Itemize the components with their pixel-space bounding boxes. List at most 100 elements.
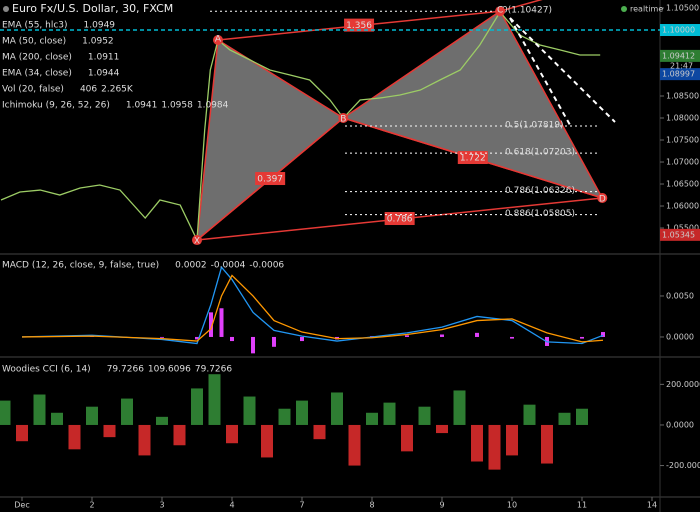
y-tick-label: -200.0000: [666, 461, 700, 470]
x-tick-label: 11: [577, 501, 587, 510]
legend-name: EMA (55, hlc3): [2, 21, 68, 31]
price-line: [0, 10, 601, 243]
cci-bar: [243, 396, 256, 425]
cci-bar: [401, 424, 413, 452]
ratio-label: 1.356: [346, 21, 372, 31]
cci-bar: [68, 424, 81, 450]
ratio-label: 0.397: [257, 175, 283, 185]
price-marker: [660, 228, 700, 241]
fib-label: 0(1.10427): [502, 6, 552, 16]
pattern-point-label: D: [599, 195, 606, 205]
ratio-box: [344, 18, 375, 32]
cci-bar: [138, 424, 151, 456]
price-marker: [660, 49, 700, 62]
price-marker-label: 1.10000: [662, 26, 695, 35]
legend-name: Vol (20, false): [2, 85, 64, 95]
legend-value: -0.0006: [249, 261, 284, 271]
y-tick-label: 1.08500: [666, 92, 699, 101]
legend-name: Woodies CCI (6, 14): [2, 365, 91, 375]
cci-bar: [278, 408, 291, 425]
legend-name: MACD (12, 26, close, 9, false, true): [2, 261, 159, 271]
ratio-label: 0.786: [387, 215, 413, 225]
x-tick-label: 14: [647, 501, 657, 510]
y-tick-label: 1.07500: [666, 136, 699, 145]
clock-label: 21:47: [670, 61, 693, 70]
macd-histogram-bar: [601, 332, 605, 337]
cci-bar: [366, 412, 378, 425]
cci-bar: [453, 390, 466, 425]
macd-histogram-bar: [272, 336, 276, 347]
x-tick-label: 8: [369, 501, 374, 510]
y-tick-label: 1.10500: [666, 4, 699, 13]
macd-line: [21, 274, 604, 343]
fib-label: 0.786(1.06326): [505, 186, 575, 196]
price-marker: [660, 68, 700, 81]
fib-label: 0.886(1.05805): [505, 209, 575, 219]
trend-line: [499, 0, 543, 12]
status-dot: [621, 6, 627, 12]
cci-bar: [558, 412, 571, 425]
x-tick-label: 4: [229, 501, 234, 510]
cci-bar: [261, 424, 273, 458]
macd-histogram-bar: [405, 335, 409, 337]
title-dot: [3, 6, 9, 12]
ratio-box: [255, 172, 286, 186]
cci-bar: [33, 394, 46, 425]
pattern-point: [213, 34, 223, 45]
price-marker-label: 1.08997: [662, 70, 695, 79]
cci-bar: [191, 388, 203, 425]
cci-bar: [296, 400, 308, 425]
pattern-point-label: X: [194, 237, 200, 247]
cci-bar: [51, 412, 63, 425]
macd-histogram-bar: [300, 336, 304, 342]
legend-value: 109.6096: [148, 365, 191, 375]
cci-bar: [16, 424, 28, 442]
legend-value: 2.265K: [101, 85, 134, 95]
cci-bar: [313, 424, 326, 440]
macd-histogram-bar: [195, 336, 199, 340]
pattern-point-label: C: [497, 6, 503, 16]
status-label: realtime: [630, 5, 663, 14]
cci-bar: [226, 424, 238, 444]
y-tick-label: 200.0000: [666, 380, 700, 389]
y-tick-label: 1.05500: [666, 224, 699, 233]
macd-histogram-bar: [475, 332, 479, 337]
macd-histogram-bar: [230, 336, 234, 342]
x-tick-label: 3: [159, 501, 164, 510]
y-tick-label: 0.0000: [666, 420, 694, 429]
price-marker-label: 1.09412: [662, 51, 695, 60]
legend-name: MA (50, close): [2, 37, 66, 47]
cci-bar: [541, 424, 553, 464]
cci-bar: [156, 416, 168, 425]
cci-bar: [86, 406, 98, 425]
cci-bar: [418, 406, 431, 425]
y-tick-label: 0.0000: [666, 332, 694, 341]
legend-value: 1.0944: [88, 69, 120, 79]
cci-bar: [576, 408, 588, 425]
price-marker: [660, 24, 700, 37]
cci-bar: [173, 424, 186, 446]
legend-name: Ichimoku (9, 26, 52, 26): [2, 101, 110, 111]
cci-bar: [471, 424, 483, 462]
cci-bar: [523, 404, 536, 425]
pattern-point: [597, 193, 608, 204]
cci-bar: [208, 374, 221, 425]
legend-value: -0.0004: [211, 261, 246, 271]
x-tick-label: 10: [507, 501, 517, 510]
cci-bar: [0, 400, 11, 425]
macd-histogram-bar: [219, 308, 224, 337]
cci-bar: [331, 392, 343, 425]
ratio-label: 1.722: [460, 154, 486, 164]
macd-histogram-bar: [251, 336, 255, 354]
legend-name: MA (200, close): [2, 53, 72, 63]
macd-histogram-bar: [160, 336, 164, 338]
legend-value: 1.0958: [161, 101, 193, 111]
macd-histogram-bar: [209, 312, 213, 337]
legend-value: 1.0984: [197, 101, 229, 111]
macd-line: [21, 265, 604, 345]
cci-bar: [348, 424, 361, 466]
y-tick-label: 0.0050: [666, 291, 694, 300]
pattern-point-label: A: [215, 34, 222, 44]
legend-value: 79.7266: [107, 365, 144, 375]
